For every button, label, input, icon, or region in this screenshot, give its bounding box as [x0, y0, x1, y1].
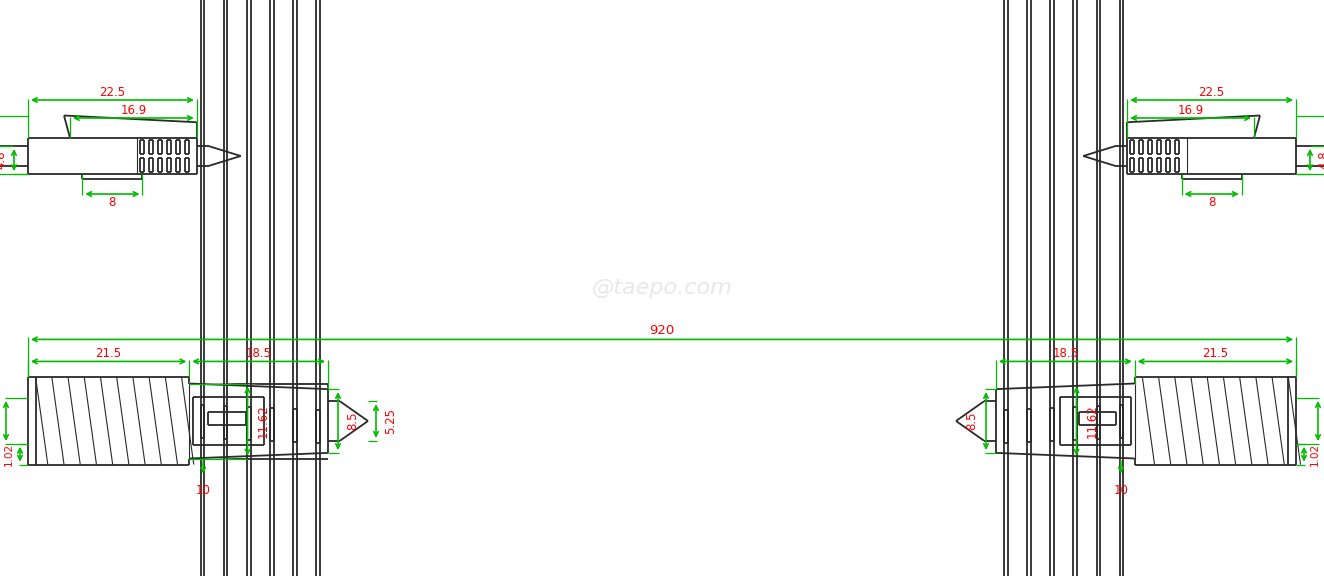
Text: 8.5: 8.5	[965, 412, 978, 430]
Text: 1.02: 1.02	[1309, 443, 1320, 466]
Text: 8: 8	[109, 196, 117, 210]
Text: 22.5: 22.5	[99, 85, 126, 98]
Text: 4.8: 4.8	[0, 151, 7, 169]
Text: 10: 10	[196, 484, 211, 498]
Text: 11.62: 11.62	[1086, 404, 1099, 438]
Text: 10: 10	[1113, 484, 1128, 498]
Text: 1.02: 1.02	[4, 443, 15, 466]
Text: 4.8: 4.8	[1317, 151, 1324, 169]
Text: 8: 8	[1207, 196, 1215, 210]
Text: 21.5: 21.5	[95, 347, 122, 360]
Text: 18.5: 18.5	[246, 347, 271, 360]
Text: 920: 920	[649, 324, 675, 337]
Text: 21.5: 21.5	[1202, 347, 1229, 360]
Text: 8.5: 8.5	[346, 412, 359, 430]
Text: 22.5: 22.5	[1198, 85, 1225, 98]
Text: 16.9: 16.9	[120, 104, 147, 116]
Text: 18.5: 18.5	[1053, 347, 1078, 360]
Text: 11.62: 11.62	[257, 404, 270, 438]
Text: 5.25: 5.25	[384, 408, 397, 434]
Text: @taepo.com: @taepo.com	[592, 278, 732, 298]
Text: 16.9: 16.9	[1177, 104, 1204, 116]
